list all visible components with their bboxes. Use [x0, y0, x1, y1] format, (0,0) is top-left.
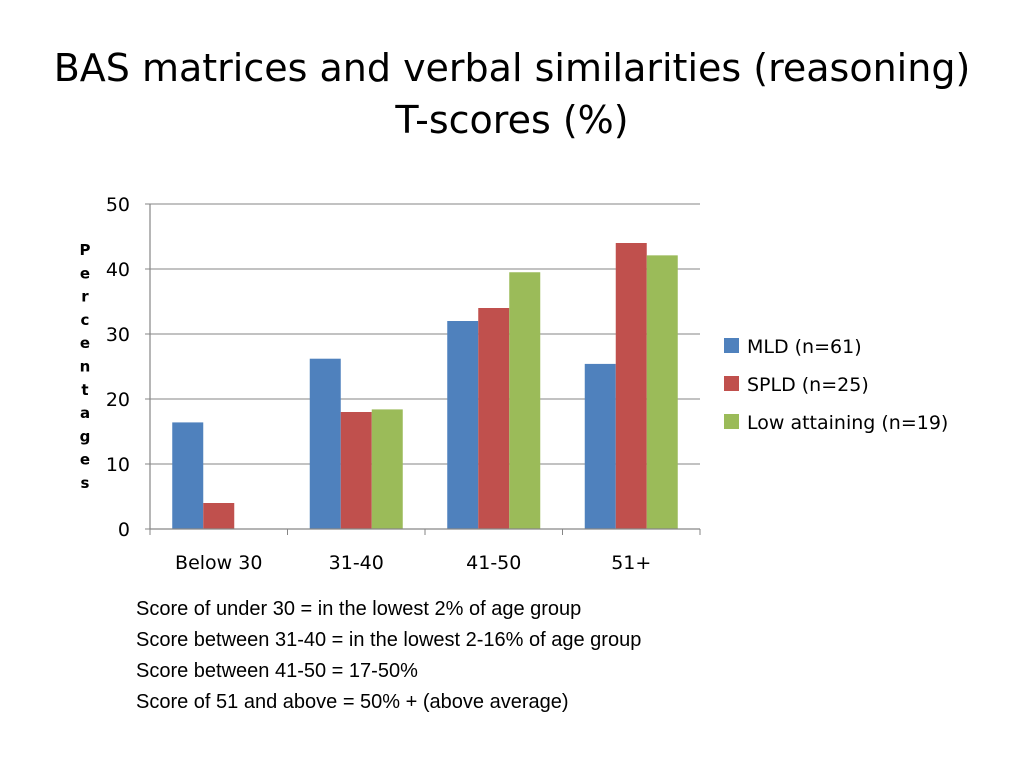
- legend-swatch: [724, 414, 739, 429]
- legend: MLD (n=61) SPLD (n=25) Low attaining (n=19…: [724, 336, 948, 434]
- note-line: Score of under 30 = in the lowest 2% of …: [136, 598, 582, 620]
- y-axis-label-char: e: [80, 264, 90, 282]
- y-tick-label: 20: [106, 389, 130, 411]
- legend-label: Low attaining (n=19): [747, 412, 948, 434]
- y-tick-label: 0: [118, 519, 130, 541]
- y-axis-label-char: a: [80, 404, 90, 422]
- legend-swatch: [724, 376, 739, 391]
- y-axis-label-char: t: [81, 381, 88, 399]
- slide-title-line-1: BAS matrices and verbal similarities (re…: [53, 46, 971, 90]
- bars: [172, 243, 678, 529]
- x-axis-ticks: Below 30 31-40 41-50 51+: [149, 529, 701, 574]
- y-axis-label-char: s: [81, 474, 90, 492]
- note-line: Score between 41-50 = 17-50%: [136, 660, 418, 682]
- y-tick-label: 10: [106, 454, 130, 476]
- x-tick-label: Below 30: [175, 552, 262, 574]
- y-axis-label-char: e: [80, 451, 90, 469]
- bar: [646, 255, 678, 529]
- y-axis-label-char: n: [80, 358, 91, 376]
- legend-label: MLD (n=61): [747, 336, 862, 358]
- bar: [371, 409, 403, 529]
- legend-swatch: [724, 338, 739, 353]
- note-line: Score between 31-40 = in the lowest 2-16…: [136, 629, 642, 651]
- bar: [309, 358, 341, 529]
- y-axis-label-char: c: [81, 311, 90, 329]
- bar: [172, 422, 204, 529]
- slide-title: BAS matrices and verbal similarities (re…: [0, 42, 1024, 146]
- y-axis-ticks: 0 10 20 30 40 50: [106, 194, 150, 541]
- y-axis-label-char: r: [81, 288, 89, 306]
- y-tick-label: 50: [106, 194, 130, 216]
- bar: [203, 503, 235, 529]
- y-axis-label-char: e: [80, 334, 90, 352]
- bar: [509, 272, 541, 529]
- y-axis-label-char: g: [80, 427, 91, 445]
- y-tick-label: 40: [106, 259, 130, 281]
- slide-title-line-2: T-scores (%): [395, 98, 629, 142]
- bar: [615, 243, 647, 529]
- x-tick-label: 51+: [611, 552, 651, 574]
- bar: [340, 412, 372, 529]
- y-axis-label-char: P: [80, 241, 91, 259]
- score-notes: Score of under 30 = in the lowest 2% of …: [136, 594, 896, 718]
- legend-label: SPLD (n=25): [747, 374, 869, 396]
- y-tick-label: 30: [106, 324, 130, 346]
- bar: [584, 363, 616, 529]
- bar: [447, 321, 479, 529]
- bar: [478, 308, 510, 529]
- x-tick-label: 41-50: [466, 552, 521, 574]
- note-line: Score of 51 and above = 50% + (above ave…: [136, 691, 569, 713]
- x-tick-label: 31-40: [329, 552, 384, 574]
